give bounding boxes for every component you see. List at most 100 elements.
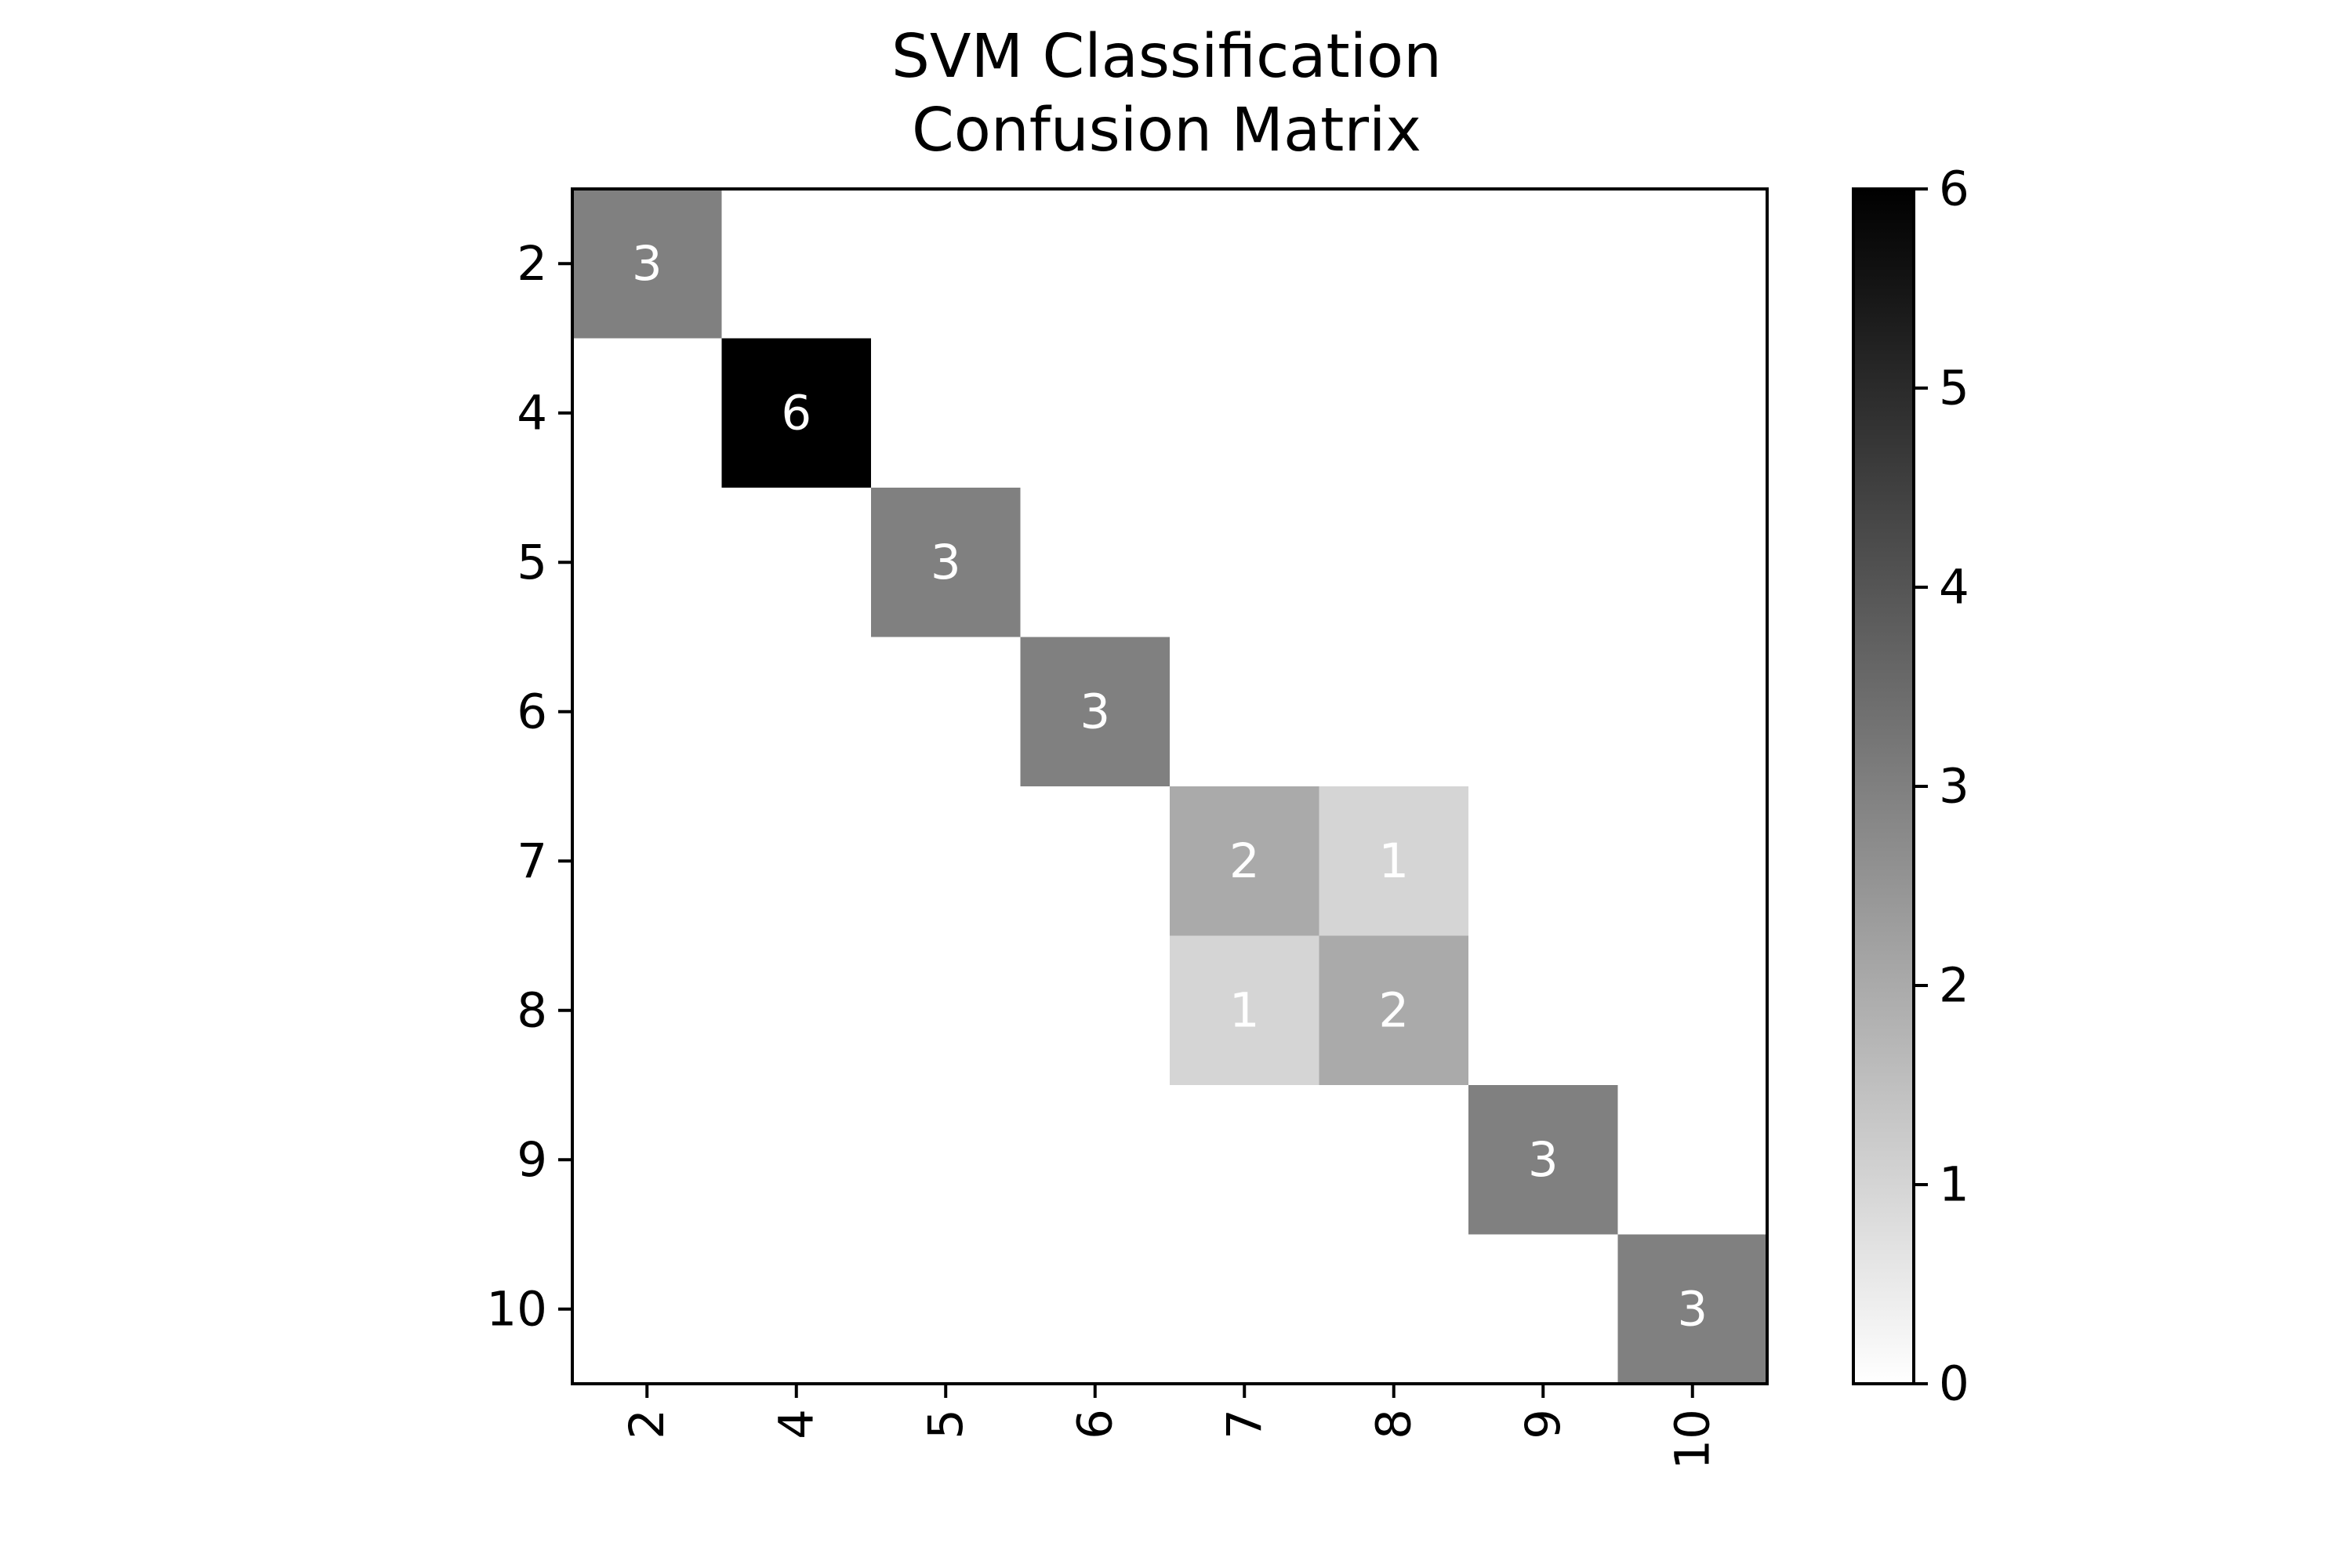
cell-value-label: 6 [781, 385, 811, 441]
heatmap-cell [1468, 1234, 1618, 1385]
heatmap-cell [721, 1234, 872, 1385]
colorbar-tick-label: 4 [1939, 560, 1969, 615]
heatmap-cell [1319, 786, 1469, 936]
heatmap-cell [1617, 935, 1768, 1086]
x-tick-label: 5 [918, 1409, 974, 1439]
heatmap-cell [871, 637, 1021, 787]
y-tick-label: 8 [517, 982, 547, 1038]
colorbar-tick-label: 5 [1939, 361, 1969, 416]
x-axis: 2 4 5 6 7 8 9 10 [619, 1384, 1720, 1470]
x-tick-label: 6 [1067, 1409, 1123, 1439]
heatmap-cell [871, 189, 1021, 339]
x-tick-label: 4 [768, 1409, 824, 1439]
heatmap-cell [1468, 786, 1618, 936]
heatmap-cell [1617, 637, 1768, 787]
y-tick-label: 6 [517, 684, 547, 739]
heatmap-cell [1170, 637, 1319, 787]
x-tick-label: 8 [1366, 1409, 1421, 1439]
heatmap-cell [572, 1085, 722, 1235]
heatmap-cell [1468, 637, 1618, 787]
heatmap-cell [1617, 1234, 1768, 1385]
heatmap-cell [1020, 488, 1171, 637]
heatmap-cell [1020, 1234, 1171, 1385]
cell-value-label: 3 [931, 535, 961, 590]
x-tick-label: 10 [1664, 1409, 1720, 1470]
x-tick-label: 9 [1515, 1409, 1571, 1439]
heatmap-cell [721, 786, 872, 936]
colorbar-tick-label: 6 [1939, 162, 1969, 217]
heatmap-cell [1170, 786, 1319, 936]
colorbar-tick-label: 2 [1939, 958, 1969, 1014]
heatmap-cell [572, 786, 722, 936]
heatmap-cells [572, 189, 1768, 1385]
heatmap-cell [1319, 1085, 1469, 1235]
heatmap-cell [1468, 1085, 1618, 1235]
heatmap-cell [1319, 935, 1469, 1086]
heatmap-cell [871, 935, 1021, 1086]
heatmap-cell-labels: 3 6 3 3 2 1 1 2 3 3 [632, 236, 1708, 1338]
heatmap-cell [1020, 189, 1171, 339]
heatmap-cell [871, 338, 1021, 488]
heatmap-cell [1468, 189, 1618, 339]
heatmap-cell [1170, 338, 1319, 488]
heatmap-cell [871, 1234, 1021, 1385]
heatmap-cell [1617, 189, 1768, 339]
chart-title-line: SVM Classification [891, 22, 1442, 92]
heatmap-cell [1170, 1234, 1319, 1385]
cell-value-label: 2 [1229, 833, 1260, 889]
y-tick-label: 10 [486, 1281, 547, 1337]
heatmap-cell [1617, 338, 1768, 488]
heatmap-cell [1319, 338, 1469, 488]
heatmap-cell [572, 1234, 722, 1385]
heatmap-cell [1617, 488, 1768, 637]
heatmap-cell [721, 488, 872, 637]
colorbar-tick-label: 1 [1939, 1157, 1969, 1213]
heatmap-cell [721, 338, 872, 488]
heatmap-cell [721, 1085, 872, 1235]
cell-value-label: 3 [1677, 1281, 1708, 1337]
heatmap-cell [1020, 935, 1171, 1086]
cell-value-label: 3 [632, 236, 662, 292]
heatmap-cell [721, 637, 872, 787]
heatmap-cell [1617, 1085, 1768, 1235]
heatmap-cell [572, 189, 722, 339]
cell-value-label: 1 [1378, 833, 1409, 889]
heatmap-cell [1468, 338, 1618, 488]
heatmap-cell [721, 189, 872, 339]
heatmap-cell [572, 338, 722, 488]
heatmap-cell [1170, 189, 1319, 339]
heatmap-cell [1170, 488, 1319, 637]
heatmap-cell [572, 637, 722, 787]
colorbar-tick-label: 0 [1939, 1356, 1969, 1412]
x-tick-label: 7 [1217, 1409, 1272, 1439]
y-tick-label: 7 [517, 833, 547, 889]
y-tick-label: 9 [517, 1132, 547, 1188]
heatmap-cell [1319, 1234, 1469, 1385]
heatmap-cell [1170, 1085, 1319, 1235]
colorbar: 0 1 2 3 4 5 6 [1852, 162, 1969, 1412]
cell-value-label: 3 [1080, 684, 1110, 739]
y-tick-label: 2 [517, 236, 547, 292]
heatmap-cell [1020, 338, 1171, 488]
cell-value-label: 1 [1229, 982, 1260, 1038]
heatmap-cell [1020, 786, 1171, 936]
heatmap-cell [871, 1085, 1021, 1235]
colorbar-tick-label: 3 [1939, 759, 1969, 815]
heatmap-cell [1468, 935, 1618, 1086]
y-tick-label: 4 [517, 385, 547, 441]
chart-title-line: Confusion Matrix [912, 96, 1421, 165]
heatmap-cell [1319, 189, 1469, 339]
heatmap-cell [1020, 637, 1171, 787]
heatmap-cell [871, 488, 1021, 637]
plot-frame [571, 187, 1769, 1385]
heatmap-cell [871, 786, 1021, 936]
heatmap-cell [572, 935, 722, 1086]
heatmap-cell [572, 488, 722, 637]
heatmap-cell [1319, 488, 1469, 637]
heatmap-cell [1617, 786, 1768, 936]
heatmap-cell [721, 935, 872, 1086]
heatmap-cell [1170, 935, 1319, 1086]
colorbar-ticks: 0 1 2 3 4 5 6 [1914, 162, 1969, 1412]
y-axis: 2 4 5 6 7 8 9 10 [486, 236, 572, 1337]
